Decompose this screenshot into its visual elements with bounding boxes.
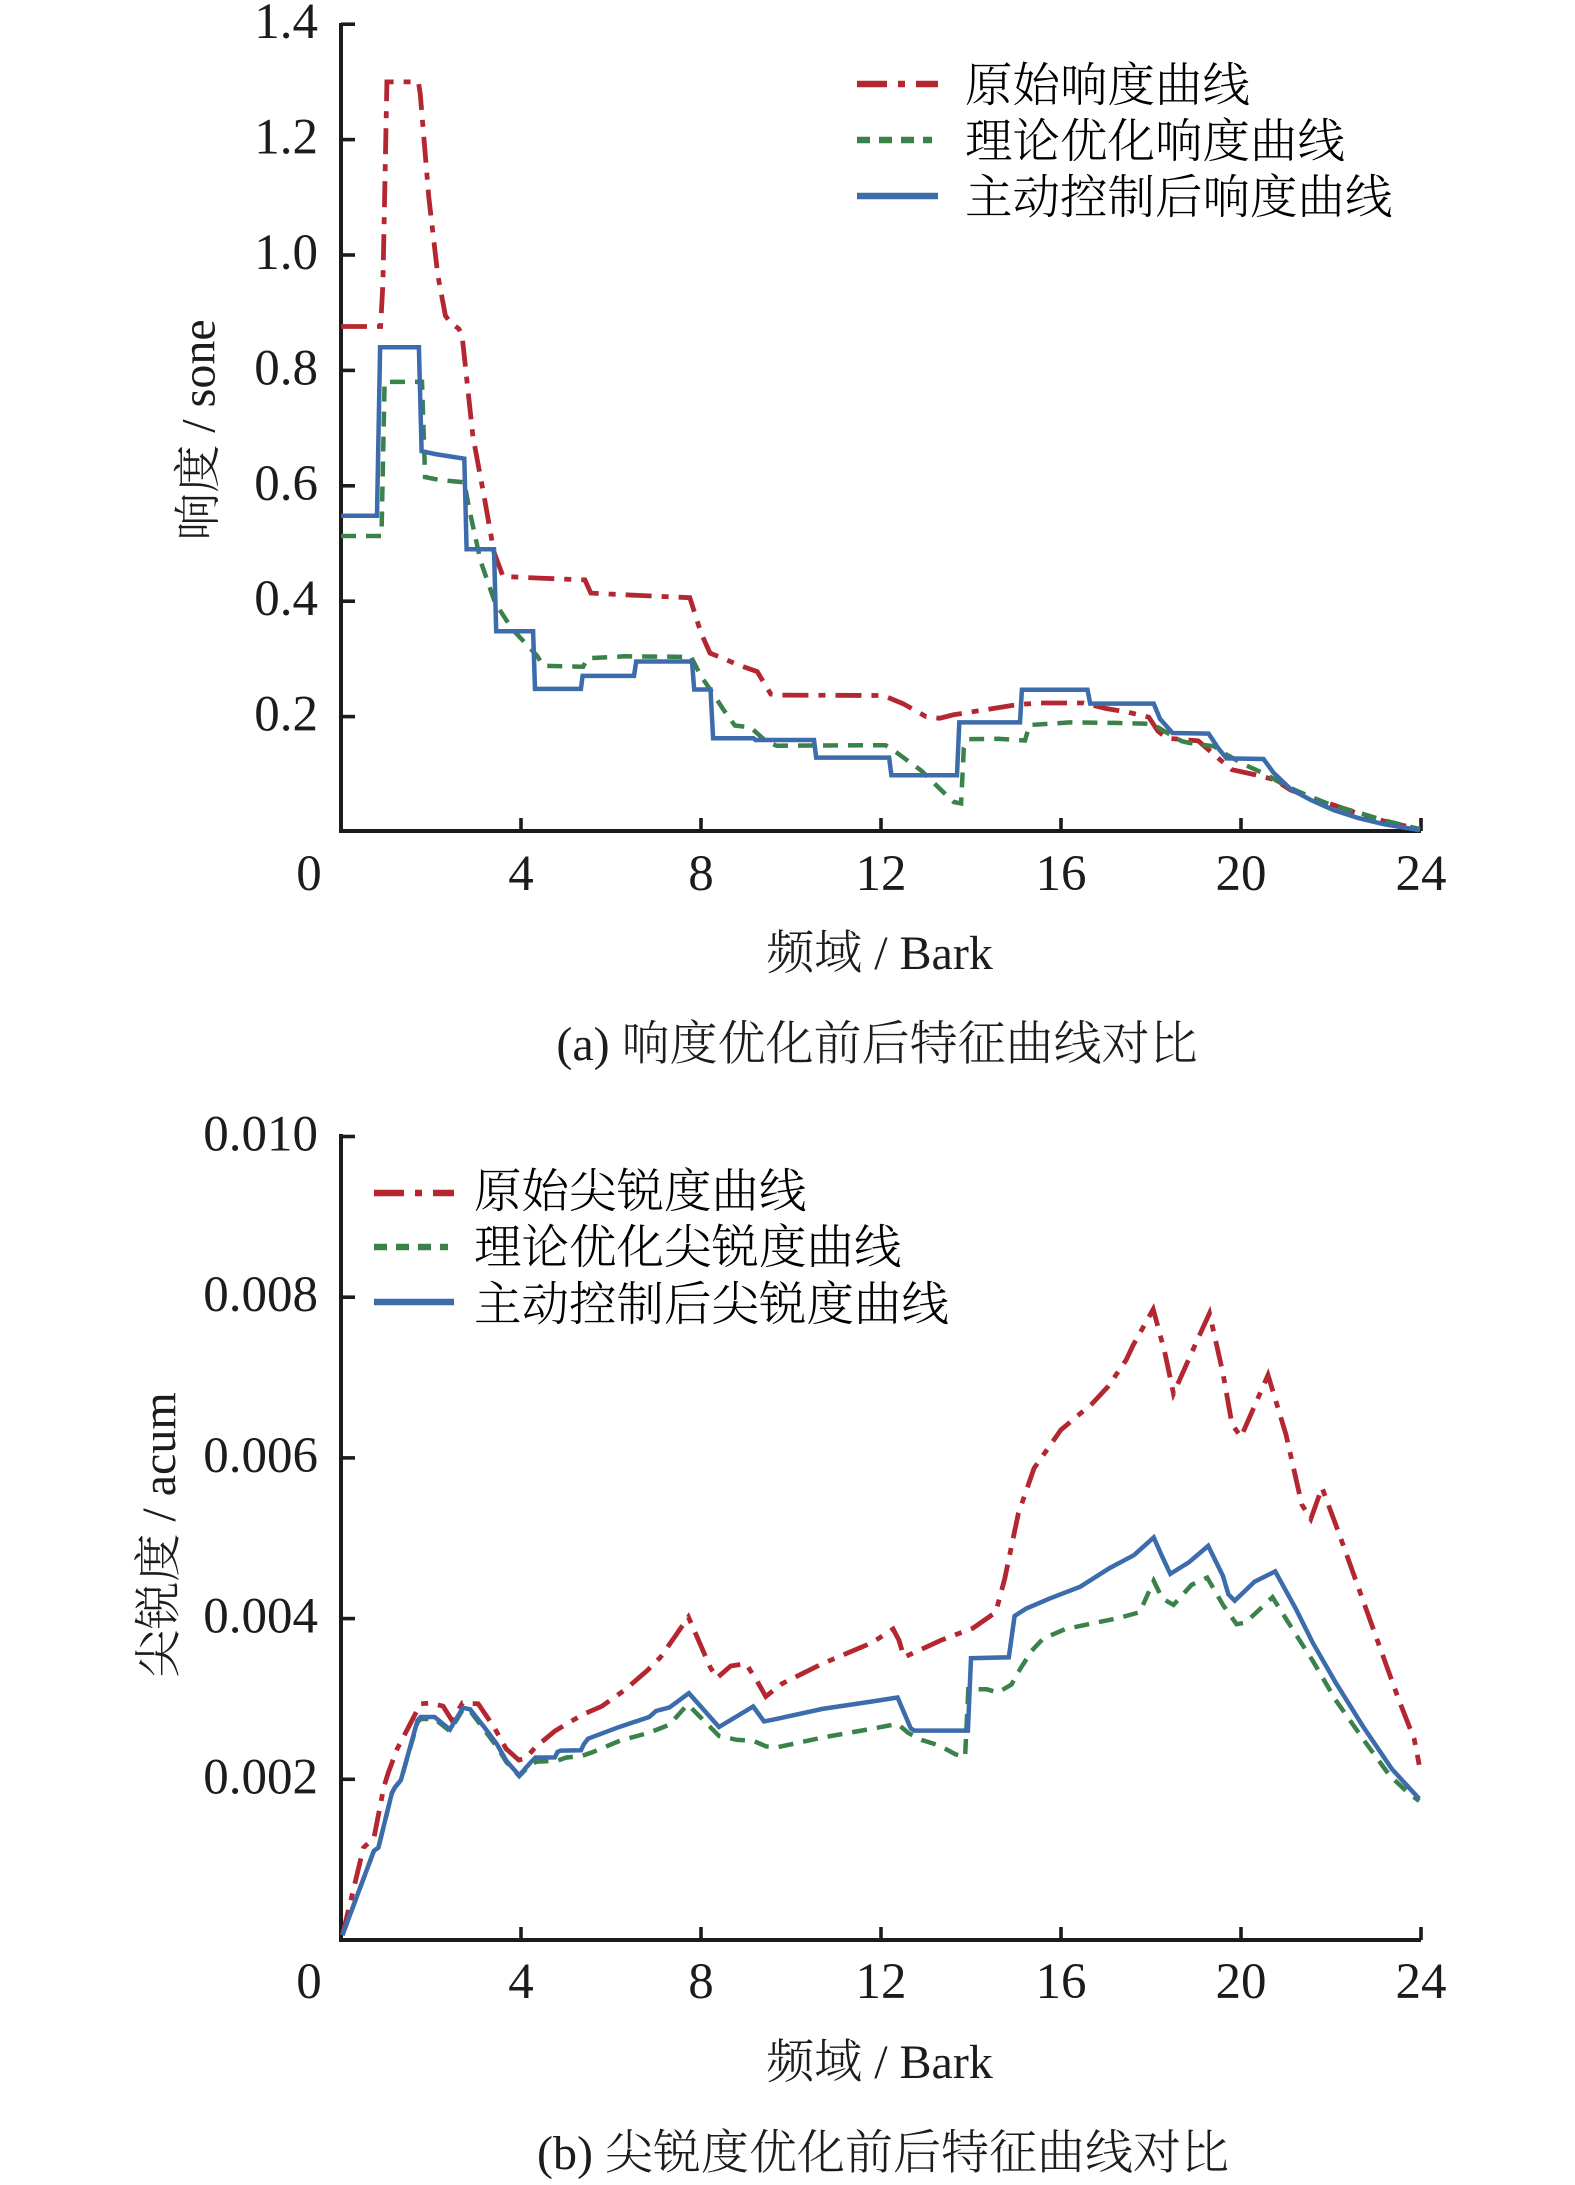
svg-text:16: 16 [1036, 846, 1087, 902]
svg-text:0: 0 [296, 1954, 322, 2010]
svg-text:/ acum: / acum [133, 1392, 186, 1533]
svg-text:0.2: 0.2 [254, 687, 318, 743]
svg-text:24: 24 [1396, 846, 1447, 902]
svg-text:1.2: 1.2 [254, 110, 318, 166]
svg-text:8: 8 [688, 846, 714, 902]
svg-text:1.4: 1.4 [254, 0, 318, 50]
svg-text:20: 20 [1216, 846, 1267, 902]
svg-text:/ Bark: / Bark [862, 927, 993, 980]
svg-text:(b): (b) [537, 2127, 605, 2180]
svg-text:/ sone: / sone [173, 319, 226, 444]
svg-text:0: 0 [296, 846, 322, 902]
svg-text:12: 12 [856, 846, 907, 902]
svg-text:0.010: 0.010 [203, 1107, 318, 1163]
svg-text:4: 4 [508, 1954, 534, 2010]
svg-text:12: 12 [856, 1954, 907, 2010]
svg-text:0.004: 0.004 [203, 1589, 318, 1645]
svg-text:0.008: 0.008 [203, 1267, 318, 1323]
svg-text:1.0: 1.0 [254, 225, 318, 281]
svg-text:20: 20 [1216, 1954, 1267, 2010]
svg-text:/ Bark: / Bark [862, 2036, 993, 2089]
svg-text:0.002: 0.002 [203, 1749, 318, 1805]
svg-text:0.8: 0.8 [254, 340, 318, 396]
svg-text:4: 4 [508, 846, 534, 902]
svg-text:16: 16 [1036, 1954, 1087, 2010]
svg-text:(a): (a) [556, 1018, 621, 1071]
svg-text:8: 8 [688, 1954, 714, 2010]
svg-text:0.6: 0.6 [254, 456, 318, 512]
svg-text:0.006: 0.006 [203, 1428, 318, 1484]
svg-text:24: 24 [1396, 1954, 1447, 2010]
svg-text:0.4: 0.4 [254, 571, 318, 627]
